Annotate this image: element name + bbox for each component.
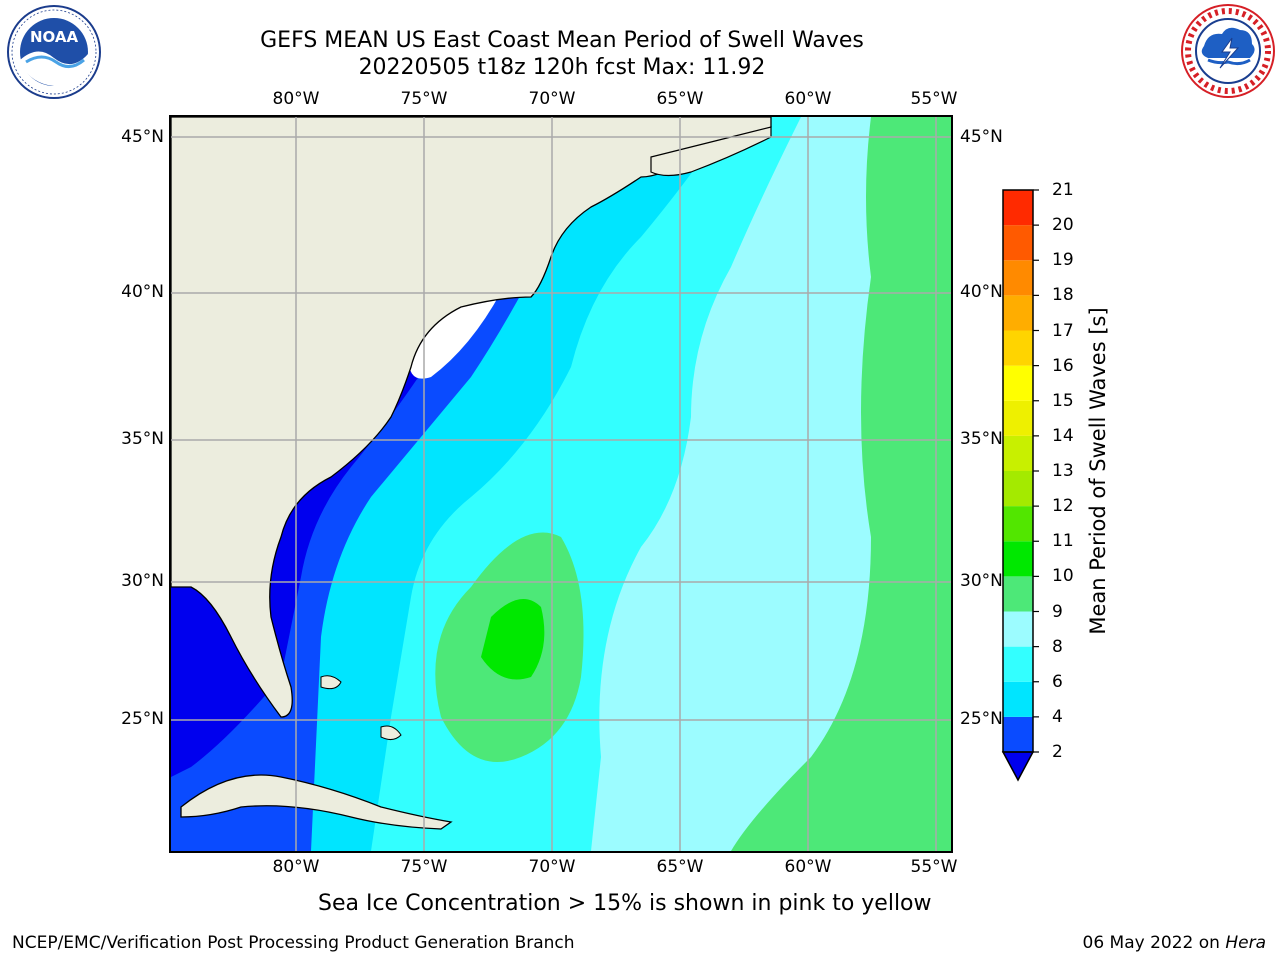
colorbar-segment <box>1003 190 1033 226</box>
colorbar-segment <box>1003 576 1033 612</box>
colorbar-segment <box>1003 365 1033 401</box>
lat-label-left: 35°N <box>121 429 164 449</box>
colorbar-tick-label: 19 <box>1052 250 1074 271</box>
sea-ice-note: Sea Ice Concentration > 15% is shown in … <box>318 891 932 916</box>
lon-label-bottom: 65°W <box>656 857 704 877</box>
run-date: 06 May 2022 on Hera <box>1083 933 1267 953</box>
colorbar-segment <box>1003 260 1033 296</box>
land-north-america <box>171 117 772 718</box>
colorbar-tick-label: 13 <box>1052 461 1074 481</box>
colorbar-tick-label: 4 <box>1052 706 1063 727</box>
svg-text:NOAA: NOAA <box>30 28 79 46</box>
lon-label-top: 55°W <box>910 89 958 109</box>
lat-label-left: 40°N <box>121 282 164 302</box>
colorbar-segment <box>1003 295 1033 331</box>
chart-title: GEFS MEAN US East Coast Mean Period of S… <box>260 28 864 53</box>
lon-label-top: 75°W <box>400 89 448 109</box>
colorbar-segment <box>1003 435 1033 471</box>
lat-label-right: 25°N <box>960 709 1003 729</box>
graticule <box>171 117 951 851</box>
map-panel <box>169 115 953 853</box>
lat-label-left: 25°N <box>121 709 164 729</box>
lon-label-bottom: 75°W <box>400 857 448 877</box>
colorbar-tick-label: 14 <box>1052 425 1074 446</box>
colorbar-segment <box>1003 611 1033 647</box>
run-date-text: 06 May 2022 on <box>1082 933 1220 953</box>
colorbar-segment <box>1003 541 1033 577</box>
lon-label-top: 70°W <box>528 89 576 109</box>
lon-label-top: 60°W <box>784 89 832 109</box>
lat-label-left: 45°N <box>121 127 164 147</box>
colorbar-segment <box>1003 400 1033 436</box>
lon-label-bottom: 55°W <box>910 857 958 877</box>
colorbar-outline <box>1002 189 1034 753</box>
colorbar-under-extension <box>1001 751 1035 782</box>
lon-label-bottom: 60°W <box>784 857 832 877</box>
colorbar-segment <box>1003 646 1033 682</box>
colorbar-tick-label: 20 <box>1052 215 1074 236</box>
lon-label-top: 65°W <box>656 89 704 109</box>
colorbar-tick-label: 10 <box>1052 566 1074 587</box>
colorbar-tick-label: 15 <box>1052 390 1074 411</box>
credit-text: NCEP/EMC/Verification Post Processing Pr… <box>12 933 575 953</box>
land-bahamas <box>320 675 342 690</box>
colorbar-segment <box>1003 330 1033 366</box>
lon-label-bottom: 80°W <box>272 857 320 877</box>
lon-label-top: 80°W <box>272 89 320 109</box>
colorbar-tick-label: 9 <box>1052 601 1063 622</box>
land-cuba <box>180 774 453 830</box>
colorbar-segment <box>1003 716 1033 752</box>
lat-label-right: 40°N <box>960 282 1003 302</box>
lat-label-right: 35°N <box>960 429 1003 449</box>
colorbar-segment <box>1003 471 1033 507</box>
chart-subtitle: 20220505 t18z 120h fcst Max: 11.92 <box>358 55 766 80</box>
colorbar-tick-label: 6 <box>1052 671 1063 692</box>
colorbar-tick-label: 16 <box>1052 355 1074 376</box>
colorbar-tick-label: 12 <box>1052 496 1074 517</box>
colorbar-segment <box>1003 506 1033 542</box>
colorbar-segment <box>1003 681 1033 717</box>
nws-logo <box>1178 2 1278 100</box>
colorbar-segment <box>1003 225 1033 261</box>
colorbar-tick-label: 18 <box>1052 285 1074 306</box>
colorbar-tick-label: 17 <box>1052 320 1074 341</box>
lat-label-right: 45°N <box>960 127 1003 147</box>
colorbar-tick-label: 2 <box>1052 742 1063 762</box>
lon-label-bottom: 70°W <box>528 857 576 877</box>
colorbar-tick-label: 8 <box>1052 636 1063 657</box>
land-bahamas <box>380 725 402 741</box>
colorbar-title: Mean Period of Swell Waves [s] <box>1086 307 1110 635</box>
land-nova-scotia <box>650 126 772 177</box>
noaa-logo: NOAA <box>2 4 106 100</box>
lat-label-left: 30°N <box>121 571 164 591</box>
lat-label-right: 30°N <box>960 571 1003 591</box>
run-host: Hera <box>1225 933 1266 953</box>
colorbar-tick-label: 11 <box>1052 531 1074 552</box>
map-svg <box>171 117 951 851</box>
swell-region-bright-green <box>481 599 545 680</box>
colorbar-tick-label: 21 <box>1052 180 1074 200</box>
